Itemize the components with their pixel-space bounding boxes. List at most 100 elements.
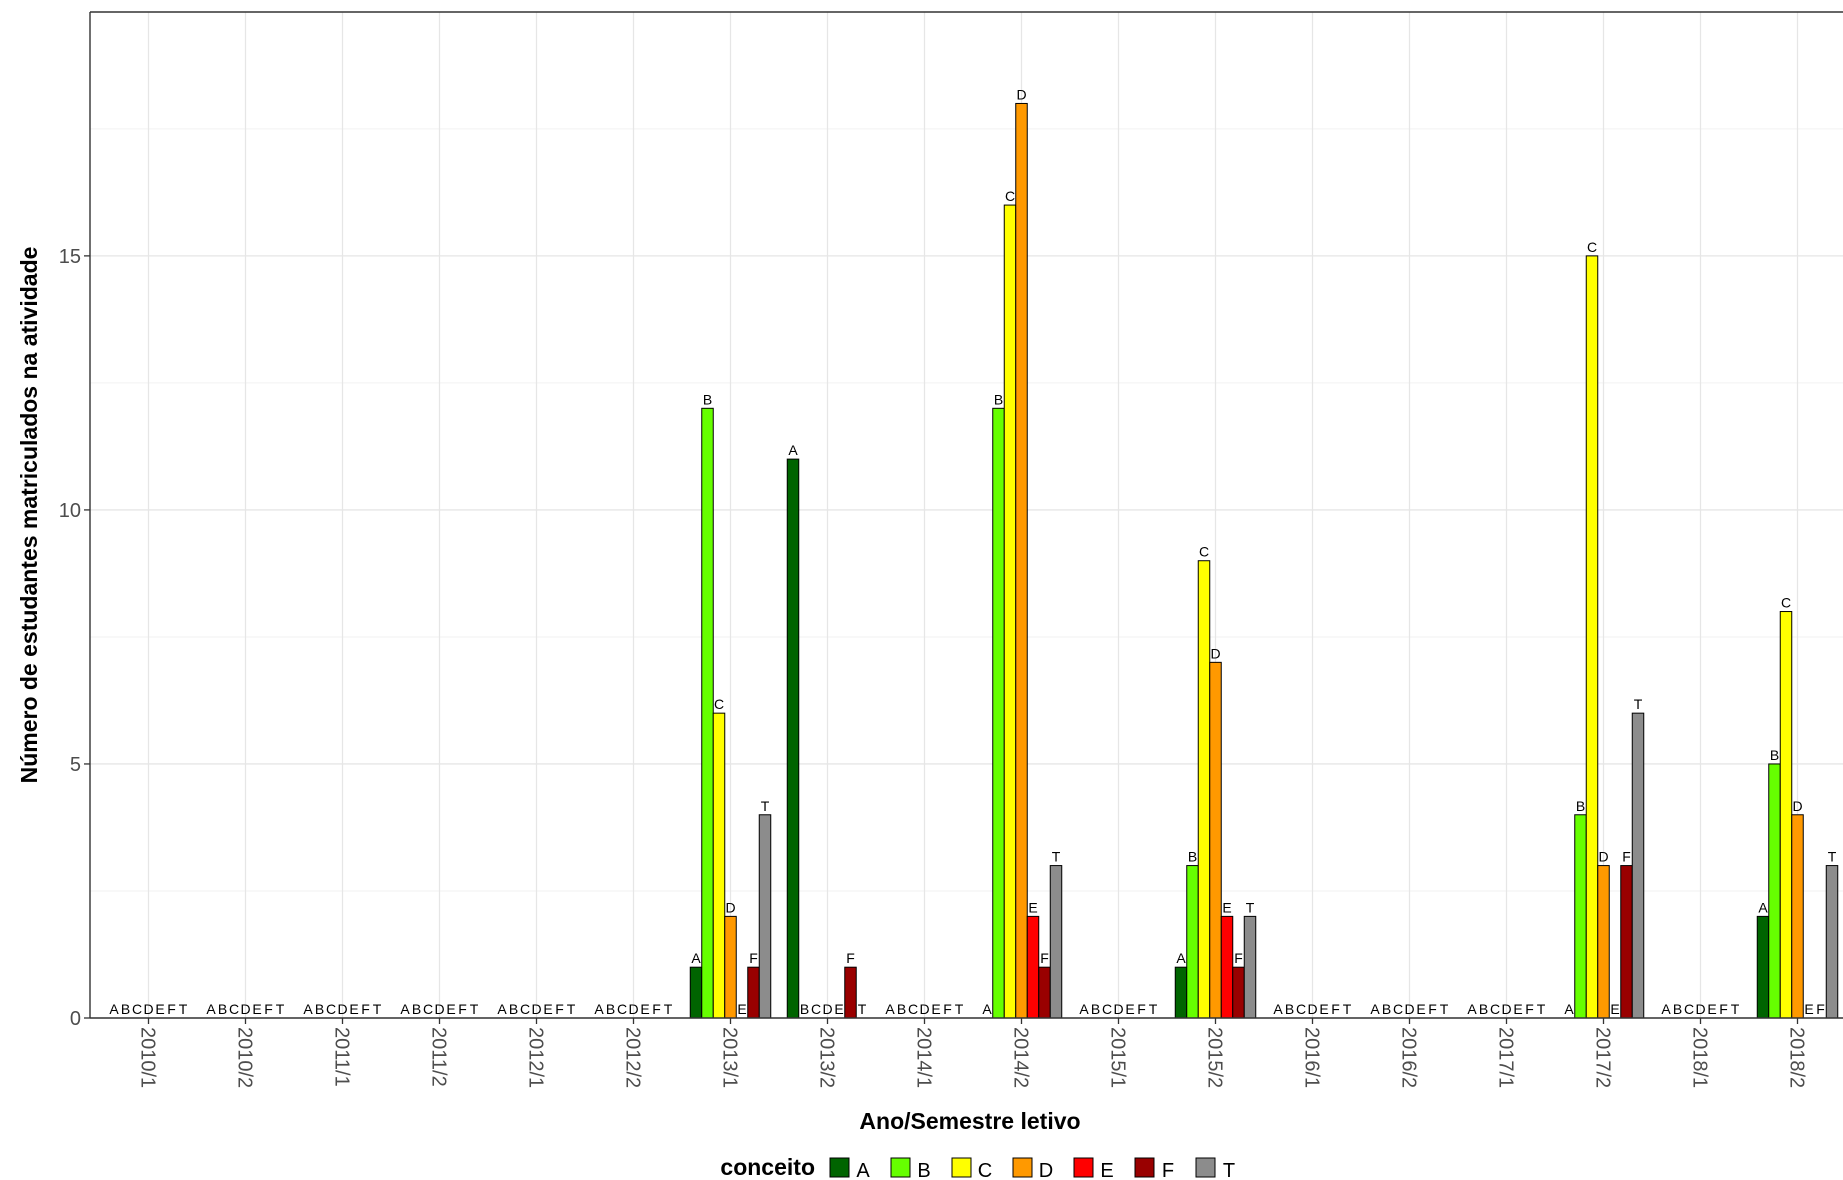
bar-label: B xyxy=(606,1001,615,1017)
bar-label: B xyxy=(1673,1001,1682,1017)
bar-label: C xyxy=(1781,595,1791,611)
bar-label: E xyxy=(1804,1001,1813,1017)
bar xyxy=(689,966,703,1019)
bar-label: D xyxy=(1210,645,1220,661)
bar-label: A xyxy=(206,1001,216,1017)
bar xyxy=(1026,915,1040,1019)
bar-label: F xyxy=(652,1001,661,1017)
bar-label: A xyxy=(109,1001,119,1017)
bar-label: C xyxy=(1005,188,1015,204)
x-tick-label: 2016/2 xyxy=(1398,1027,1420,1088)
bars xyxy=(689,102,1839,1019)
bar-label: B xyxy=(1285,1001,1294,1017)
bar xyxy=(1209,661,1222,1019)
bar-label: D xyxy=(919,1001,929,1017)
bar xyxy=(1197,560,1211,1019)
y-tick-label: 10 xyxy=(59,500,81,522)
legend-label: F xyxy=(1162,1160,1174,1180)
bar-label: F xyxy=(1719,1001,1728,1017)
bar xyxy=(1186,865,1199,1019)
bar-label: T xyxy=(1343,1001,1352,1017)
bar-label: D xyxy=(725,899,735,915)
x-tick-label: 2017/1 xyxy=(1495,1027,1517,1088)
x-tick-label: 2010/2 xyxy=(234,1027,256,1088)
legend-swatch xyxy=(951,1157,972,1178)
bar xyxy=(1597,865,1610,1019)
bar-label: F xyxy=(943,1001,952,1017)
bar xyxy=(1756,915,1770,1019)
bar-label: D xyxy=(531,1001,541,1017)
bar-label: D xyxy=(1792,798,1802,814)
bar-label: B xyxy=(994,391,1003,407)
bar-label: A xyxy=(497,1001,507,1017)
bar-label: B xyxy=(1479,1001,1488,1017)
bar-label: A xyxy=(400,1001,410,1017)
bar-label: B xyxy=(121,1001,130,1017)
bar-label: D xyxy=(1404,1001,1414,1017)
legend-label: A xyxy=(856,1160,870,1180)
bar-label: D xyxy=(1695,1001,1705,1017)
bar-label: T xyxy=(179,1001,188,1017)
bar-label: A xyxy=(1661,1001,1671,1017)
y-axis-title: Número de estudantes matriculados na ati… xyxy=(16,247,42,784)
bar xyxy=(1791,814,1804,1019)
bar xyxy=(712,712,726,1019)
bar-label: D xyxy=(628,1001,638,1017)
legend-swatch xyxy=(829,1157,850,1178)
bar-label: E xyxy=(252,1001,261,1017)
bar-label: C xyxy=(132,1001,142,1017)
bar-label: D xyxy=(337,1001,347,1017)
bar xyxy=(701,407,714,1019)
bar-label: T xyxy=(276,1001,285,1017)
bar-label: T xyxy=(1440,1001,1449,1017)
bar-label: A xyxy=(1079,1001,1089,1017)
bar xyxy=(1038,966,1051,1019)
bar-label: B xyxy=(1770,747,1779,763)
x-tick-label: 2012/1 xyxy=(525,1027,547,1088)
bar-label: C xyxy=(811,1001,821,1017)
y-axis-ticks: 0 5 10 15 xyxy=(59,246,90,1030)
bar-label: T xyxy=(1537,1001,1546,1017)
x-tick-label: 2013/1 xyxy=(719,1027,741,1088)
bar-label: A xyxy=(1370,1001,1380,1017)
bar-label: D xyxy=(143,1001,153,1017)
y-tick-label: 5 xyxy=(70,754,81,776)
bar-label: B xyxy=(315,1001,324,1017)
bar-label: C xyxy=(423,1001,433,1017)
x-tick-label: 2017/2 xyxy=(1592,1027,1614,1088)
x-tick-label: 2018/2 xyxy=(1786,1027,1808,1088)
bar-label: F xyxy=(361,1001,370,1017)
bar-label: F xyxy=(1428,1001,1437,1017)
bar xyxy=(758,814,772,1019)
bar-label: B xyxy=(509,1001,518,1017)
bar-label: D xyxy=(1016,86,1026,102)
bar-label: D xyxy=(1501,1001,1511,1017)
bar xyxy=(1220,915,1234,1019)
y-tick-label: 15 xyxy=(59,246,81,268)
legend-label: B xyxy=(917,1160,930,1180)
bar-label: E xyxy=(446,1001,455,1017)
bar-label: D xyxy=(822,1001,832,1017)
bar-label: F xyxy=(555,1001,564,1017)
bar-label: A xyxy=(303,1001,313,1017)
bar-label: T xyxy=(470,1001,479,1017)
x-tick-label: 2015/1 xyxy=(1107,1027,1129,1088)
x-tick-label: 2014/2 xyxy=(1010,1027,1032,1088)
bar-label: F xyxy=(458,1001,467,1017)
bar xyxy=(1015,102,1028,1019)
x-tick-label: 2016/1 xyxy=(1301,1027,1323,1088)
bar-label: C xyxy=(1587,239,1597,255)
bar-label: T xyxy=(1731,1001,1740,1017)
bar xyxy=(1232,966,1245,1019)
bar-label: F xyxy=(1137,1001,1146,1017)
bar-label: T xyxy=(761,798,770,814)
x-tick-label: 2011/2 xyxy=(428,1027,450,1087)
y-tick-label: 0 xyxy=(70,1008,81,1030)
bar-label: E xyxy=(640,1001,649,1017)
legend: conceito A B C D E F T xyxy=(720,1154,1235,1180)
bar-label: B xyxy=(1382,1001,1391,1017)
bar-label: E xyxy=(1028,899,1037,915)
